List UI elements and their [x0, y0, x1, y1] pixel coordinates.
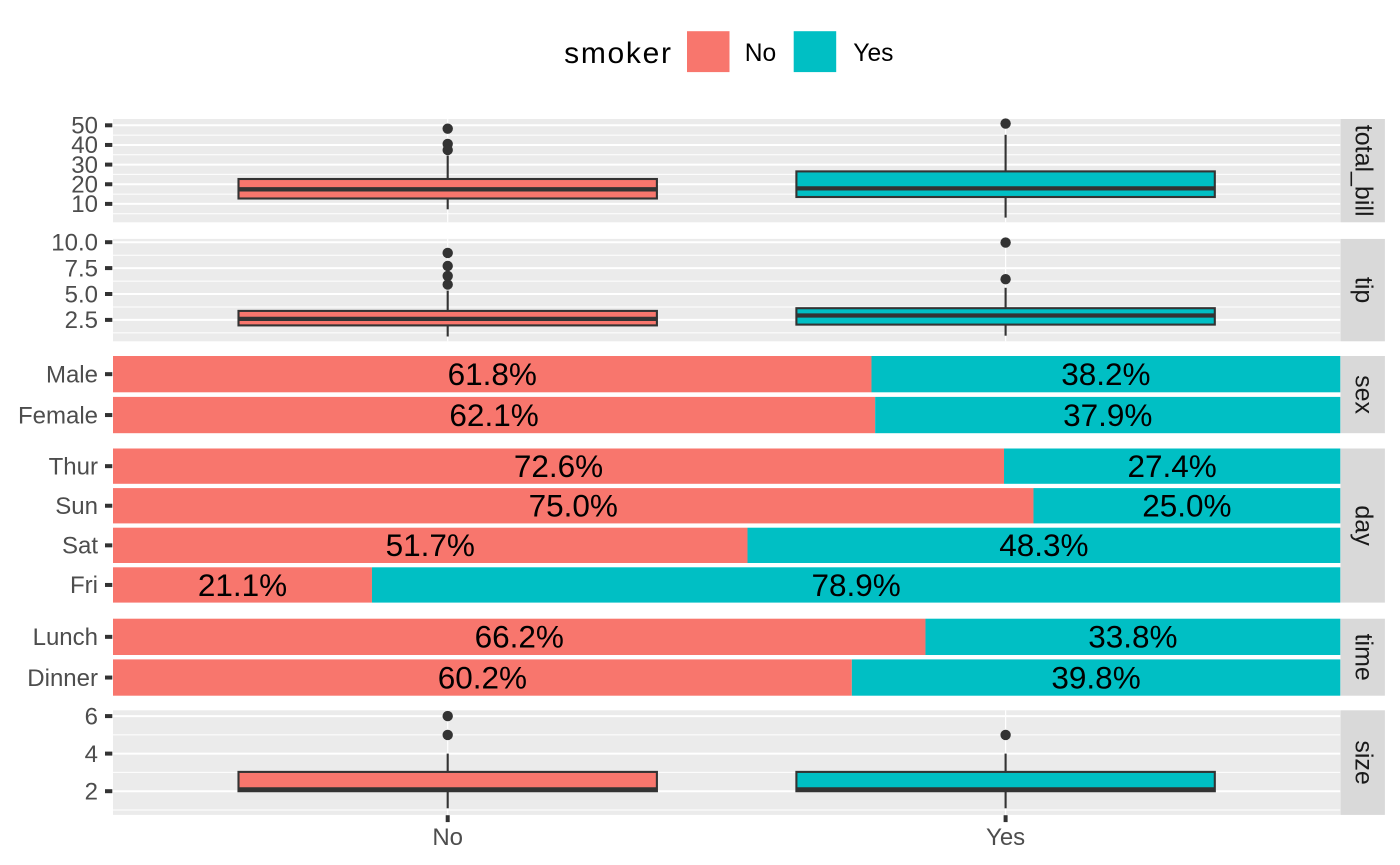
svg-text:25.0%: 25.0% [1142, 488, 1231, 524]
svg-text:75.0%: 75.0% [529, 488, 618, 524]
svg-text:5.0: 5.0 [65, 281, 98, 308]
svg-text:2.5: 2.5 [65, 307, 98, 334]
svg-text:48.3%: 48.3% [999, 527, 1088, 563]
svg-text:Thur: Thur [49, 453, 98, 480]
svg-text:60.2%: 60.2% [438, 659, 527, 695]
svg-text:78.9%: 78.9% [811, 567, 900, 603]
svg-text:sex: sex [1350, 375, 1378, 414]
svg-text:30: 30 [71, 152, 98, 179]
svg-text:39.8%: 39.8% [1051, 659, 1140, 695]
svg-text:21.1%: 21.1% [198, 567, 287, 603]
svg-text:4: 4 [85, 741, 98, 768]
svg-text:27.4%: 27.4% [1127, 448, 1216, 484]
svg-text:Female: Female [18, 402, 98, 429]
svg-text:Male: Male [46, 361, 98, 388]
svg-text:Fri: Fri [70, 572, 98, 599]
svg-text:10.0: 10.0 [51, 229, 98, 256]
svg-text:2: 2 [85, 778, 98, 805]
svg-text:40: 40 [71, 132, 98, 159]
svg-text:38.2%: 38.2% [1061, 356, 1150, 392]
svg-text:Yes: Yes [853, 40, 893, 67]
svg-text:33.8%: 33.8% [1088, 619, 1177, 655]
svg-text:72.6%: 72.6% [514, 448, 603, 484]
svg-text:tip: tip [1350, 277, 1378, 303]
svg-text:7.5: 7.5 [65, 255, 98, 282]
svg-text:size: size [1350, 740, 1378, 784]
svg-text:Yes: Yes [986, 824, 1025, 851]
svg-text:61.8%: 61.8% [448, 356, 537, 392]
svg-text:Dinner: Dinner [27, 665, 98, 692]
svg-text:37.9%: 37.9% [1063, 397, 1152, 433]
svg-text:50: 50 [71, 113, 98, 140]
svg-text:10: 10 [71, 191, 98, 218]
svg-text:6: 6 [85, 703, 98, 730]
svg-text:No: No [745, 40, 776, 67]
svg-text:Lunch: Lunch [33, 624, 98, 651]
svg-text:Sun: Sun [55, 493, 98, 520]
svg-text:20: 20 [71, 172, 98, 199]
svg-text:total_bill: total_bill [1350, 125, 1378, 217]
svg-text:time: time [1350, 634, 1378, 681]
svg-text:No: No [432, 824, 463, 851]
svg-text:51.7%: 51.7% [386, 527, 475, 563]
svg-text:66.2%: 66.2% [475, 619, 564, 655]
svg-text:62.1%: 62.1% [449, 397, 538, 433]
svg-text:smoker: smoker [564, 37, 673, 70]
svg-text:day: day [1350, 505, 1378, 546]
svg-text:Sat: Sat [62, 533, 98, 560]
